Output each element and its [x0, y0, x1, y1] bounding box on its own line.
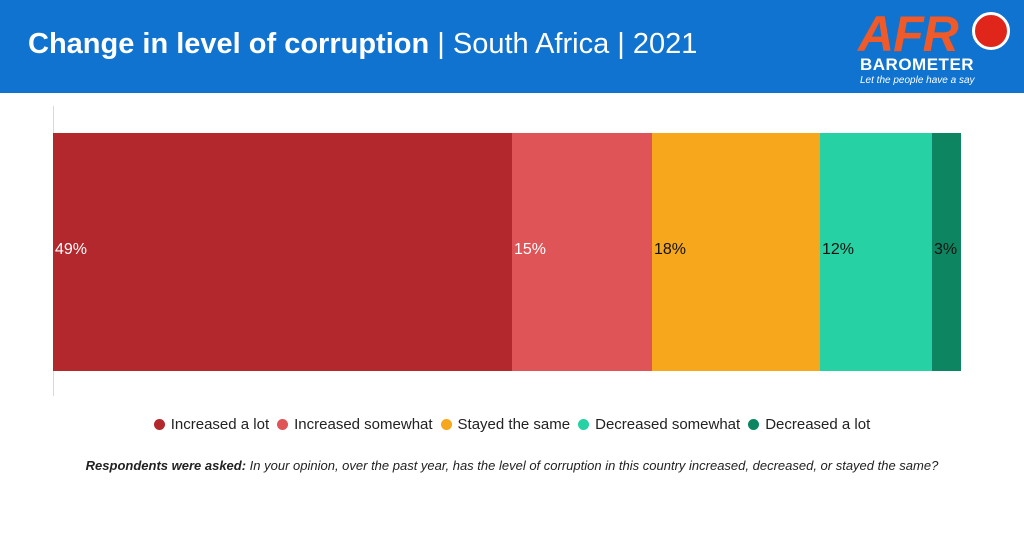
- africa-globe-icon: [972, 12, 1010, 50]
- bar-segment-increased-a-lot: [53, 133, 512, 371]
- legend-swatch: [153, 418, 165, 430]
- logo-barometer-text: BAROMETER: [860, 55, 975, 74]
- data-label-stayed-the-same: 18%: [654, 241, 687, 258]
- legend-swatch: [440, 418, 452, 430]
- legend-item-increased-somewhat: Increased somewhat: [277, 416, 433, 433]
- legend-swatch: [277, 418, 289, 430]
- header-banner: Change in level of corruption | South Af…: [0, 0, 1024, 93]
- survey-question-note: Respondents were asked: In your opinion,…: [0, 456, 1024, 476]
- stacked-bar-chart: 49% 15% 18% 12% 3%: [53, 133, 961, 371]
- data-label-decreased-a-lot: 3%: [934, 241, 958, 258]
- afrobarometer-logo: AFR BAROMETER Let the people have a say: [858, 6, 1018, 88]
- note-text: In your opinion, over the past year, has…: [246, 458, 939, 473]
- chart-legend: Increased a lot Increased somewhat Stayed …: [0, 416, 1024, 433]
- legend-swatch: [748, 418, 760, 430]
- legend-item-increased-a-lot: Increased a lot: [153, 416, 270, 433]
- logo-tagline: Let the people have a say: [860, 75, 975, 86]
- bar-segment-stayed-the-same: [652, 133, 820, 371]
- chart-title: Change in level of corruption | South Af…: [28, 28, 697, 61]
- legend-label: Decreased a lot: [765, 416, 871, 433]
- legend-item-decreased-a-lot: Decreased a lot: [748, 416, 870, 433]
- legend-swatch: [578, 418, 590, 430]
- bar-segment-decreased-somewhat: [820, 133, 932, 371]
- bar-segment-increased-somewhat: [512, 133, 652, 371]
- legend-label: Stayed the same: [457, 416, 571, 433]
- title-rest: | South Africa | 2021: [429, 28, 698, 60]
- bar-segment-decreased-a-lot: [932, 133, 961, 371]
- note-lead: Respondents were asked:: [85, 458, 247, 473]
- legend-label: Decreased somewhat: [595, 416, 741, 433]
- legend-item-stayed-the-same: Stayed the same: [440, 416, 571, 433]
- title-main: Change in level of corruption: [28, 28, 430, 60]
- data-label-decreased-somewhat: 12%: [822, 241, 855, 258]
- legend-item-decreased-somewhat: Decreased somewhat: [578, 416, 740, 433]
- legend-label: Increased a lot: [170, 416, 270, 433]
- logo-afro-text: AFR: [858, 6, 959, 62]
- legend-label: Increased somewhat: [294, 416, 433, 433]
- data-label-increased-somewhat: 15%: [514, 241, 547, 258]
- data-label-increased-a-lot: 49%: [55, 241, 88, 258]
